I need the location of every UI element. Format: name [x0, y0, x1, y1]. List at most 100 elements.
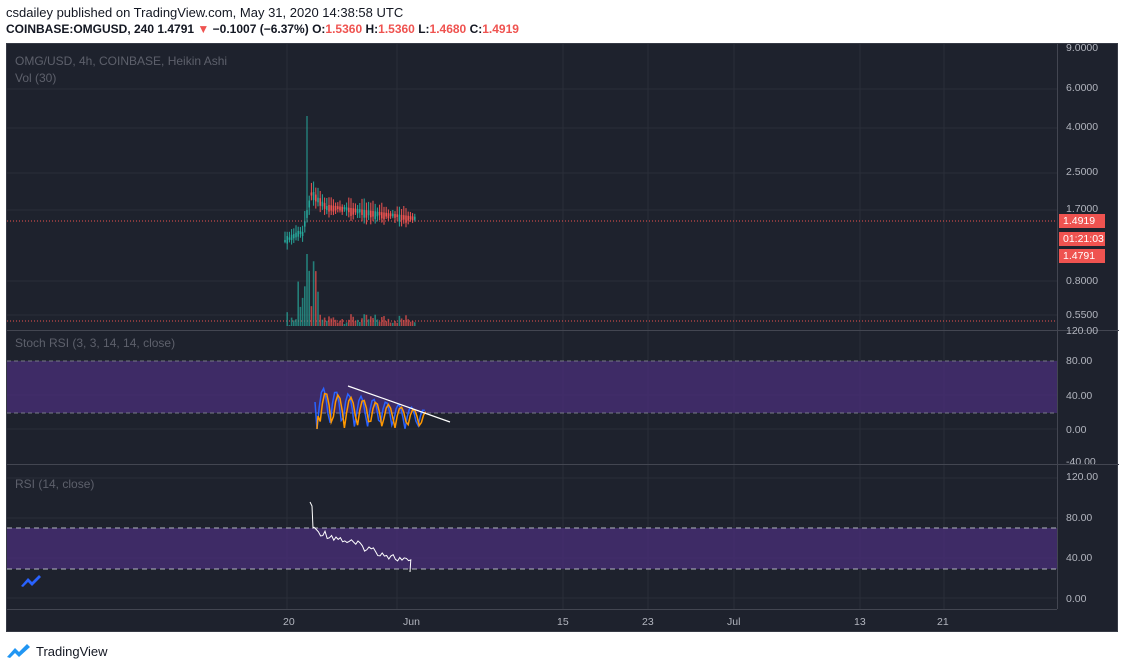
time-axis[interactable]: 20 Jun 15 23 Jul 13 21: [7, 609, 1057, 633]
time-tick: 20: [283, 616, 295, 628]
volume-bar: [293, 320, 295, 326]
candle-body: [374, 211, 376, 219]
time-tick: 13: [854, 616, 866, 628]
candle-body: [295, 232, 297, 238]
volume-bar: [403, 319, 405, 326]
candle-body: [315, 194, 317, 202]
symbol-ohlc-line: COINBASE:OMGUSD, 240 1.4791 ▼ −0.1007 (−…: [6, 22, 519, 36]
low-label: L:: [418, 22, 430, 36]
volume-bar: [352, 316, 354, 326]
volume-bar: [323, 317, 326, 326]
volume-bar: [306, 254, 308, 326]
volume-bar: [405, 315, 407, 326]
volume-bar: [359, 321, 361, 326]
volume-bar: [363, 314, 365, 326]
candle-body: [319, 198, 321, 206]
rsi-axis[interactable]: 120.00 80.00 40.00 0.00: [1057, 465, 1120, 609]
volume-bar: [295, 319, 297, 326]
stoch-rsi-title: Stoch RSI (3, 3, 14, 14, close): [15, 336, 176, 350]
volume-bar: [385, 321, 387, 326]
volume-bar: [383, 316, 385, 326]
candle-body: [350, 208, 352, 216]
candle-body: [334, 205, 337, 211]
volume-bar: [310, 306, 313, 326]
pane-separator[interactable]: [7, 464, 1119, 465]
volume-bar: [319, 314, 321, 326]
volume-bar: [286, 312, 288, 326]
volume-bar: [400, 318, 403, 326]
price-axis[interactable]: 9.0000 6.0000 4.0000 2.5000 1.7000 0.800…: [1057, 42, 1120, 330]
candle-body: [389, 213, 392, 217]
chart-container[interactable]: OMG/USD, 4h, COINBASE, Heikin Ashi Vol (…: [6, 42, 1120, 633]
stoch-trendline: [347, 385, 451, 423]
symbol-label: COINBASE:OMGUSD, 240: [6, 22, 155, 36]
footer-brand[interactable]: TradingView: [6, 643, 108, 659]
volume-bar: [392, 322, 394, 326]
candle-body: [304, 221, 306, 227]
stoch-tick: 40.00: [1066, 390, 1093, 402]
candle-body: [361, 209, 363, 215]
candle-body: [359, 209, 361, 213]
volume-bar: [407, 319, 409, 326]
chart-canvas[interactable]: [7, 44, 1057, 609]
candle-body: [385, 212, 387, 217]
rsi-tick: 40.00: [1066, 552, 1093, 564]
volume-bar: [308, 270, 310, 326]
volume-bar: [378, 321, 381, 326]
open-label: O:: [312, 22, 326, 36]
candle-body: [411, 216, 414, 221]
volume-bar: [374, 314, 376, 326]
candle-body: [387, 213, 390, 219]
candle-body: [352, 208, 354, 215]
price-tick: 6.0000: [1066, 82, 1099, 94]
volume-bar: [394, 320, 396, 326]
pane-separator[interactable]: [7, 330, 1119, 331]
candle-body: [392, 213, 394, 217]
close-price-tag: 1.4919: [1059, 214, 1105, 228]
volume-bar: [354, 321, 357, 326]
price-tick: 2.5000: [1066, 166, 1099, 178]
volume-bar: [389, 322, 392, 326]
volume-bar: [350, 314, 352, 326]
rsi-tick: 0.00: [1066, 593, 1087, 605]
last-price: 1.4791: [157, 22, 195, 36]
volume-bar: [411, 320, 414, 326]
candle-body: [293, 234, 295, 239]
volume-bar: [315, 271, 317, 326]
publisher-line: csdailey published on TradingView.com, M…: [6, 5, 404, 20]
price-tick: 9.0000: [1066, 42, 1099, 54]
candle-body: [396, 214, 398, 217]
volume-bar: [337, 322, 339, 326]
close-label: C:: [469, 22, 483, 36]
price-tick: 0.8000: [1066, 275, 1099, 287]
rsi-band: [7, 528, 1057, 569]
candle-body: [328, 205, 330, 212]
time-tick: 23: [642, 616, 654, 628]
volume-bar: [365, 314, 368, 326]
candle-body: [317, 197, 319, 203]
candle-body: [326, 206, 328, 210]
candle-body: [323, 203, 326, 209]
candle-body: [400, 214, 403, 221]
price-tick: 0.5500: [1066, 309, 1099, 321]
candle-body: [398, 214, 401, 222]
footer-brand-label: TradingView: [36, 643, 108, 659]
volume-bar: [317, 291, 319, 326]
stoch-axis[interactable]: 120.00 80.00 40.00 0.00 -40.00: [1057, 325, 1120, 468]
main-pane-title: OMG/USD, 4h, COINBASE, Heikin Ashi: [15, 54, 228, 68]
tradingview-logo-icon: [7, 644, 30, 658]
candle-body: [306, 210, 308, 218]
down-arrow-icon: ▼: [197, 22, 210, 36]
rsi-line: [309, 501, 412, 573]
candle-body: [341, 206, 343, 212]
candle-body: [376, 211, 379, 217]
volume-bar: [372, 318, 374, 326]
stoch-d-line: [316, 392, 427, 430]
candle-body: [365, 210, 368, 218]
candle-body: [394, 214, 396, 218]
stoch-tick: 0.00: [1066, 424, 1087, 436]
volume-bar: [348, 319, 350, 326]
candle-body: [414, 216, 416, 220]
volume-bar: [343, 323, 346, 326]
candle-body: [286, 236, 288, 244]
